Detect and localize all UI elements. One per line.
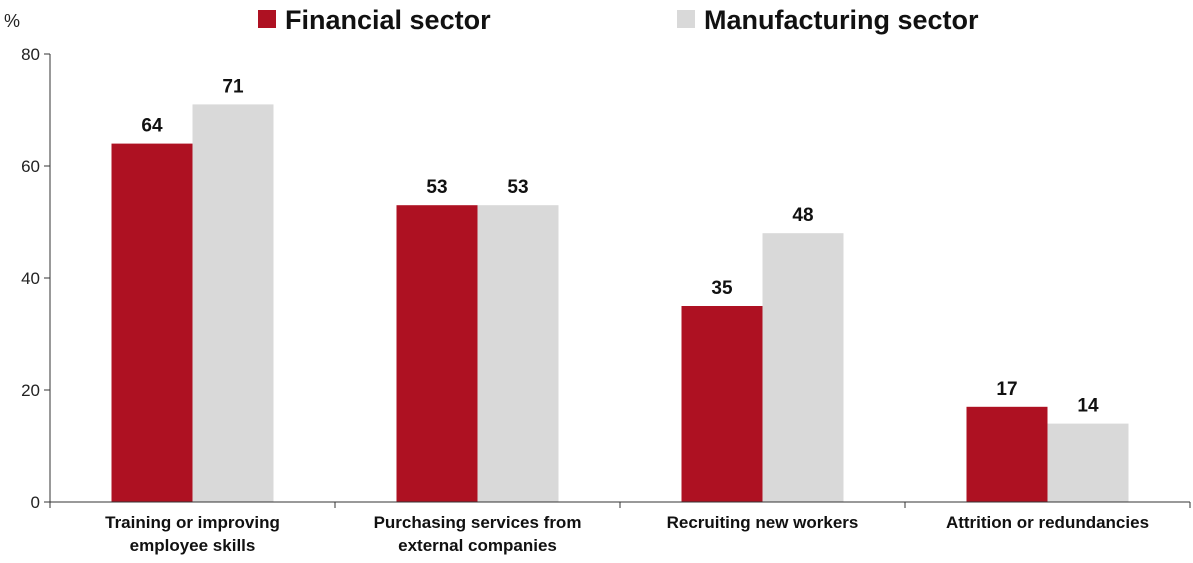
y-axis-unit-label: % (4, 11, 20, 31)
data-labels: 64 53 35 17 71 53 48 14 (141, 76, 1099, 416)
y-tick-label: 0 (31, 493, 40, 512)
bar (111, 143, 193, 502)
data-label: 71 (222, 76, 244, 97)
data-label: 35 (711, 278, 733, 299)
bars (111, 104, 1129, 503)
bar (762, 233, 844, 502)
data-label: 64 (141, 116, 163, 137)
x-category-label: employee skills (130, 536, 256, 555)
legend-swatch (677, 10, 695, 28)
y-tick-label: 80 (21, 45, 40, 64)
data-label: 17 (996, 379, 1017, 400)
y-tick-label: 60 (21, 157, 40, 176)
bar (192, 104, 274, 503)
x-category-label: Attrition or redundancies (946, 513, 1149, 532)
y-tick-label: 40 (21, 269, 40, 288)
legend: Financial sector Manufacturing sector (258, 5, 979, 35)
x-category-label: Purchasing services from (374, 513, 582, 532)
legend-label: Financial sector (285, 5, 491, 35)
data-label: 53 (426, 177, 447, 198)
legend-swatch (258, 10, 276, 28)
x-axis: Training or improving employee skills Purc… (49, 501, 1191, 555)
bar (1047, 423, 1129, 502)
legend-label: Manufacturing sector (704, 5, 979, 35)
bar (966, 406, 1048, 502)
data-label: 53 (507, 177, 528, 198)
x-category-label: Training or improving (105, 513, 280, 532)
bar (681, 306, 763, 502)
data-label: 14 (1077, 396, 1099, 417)
y-tick-label: 20 (21, 381, 40, 400)
data-label: 48 (792, 205, 813, 226)
bar (396, 205, 478, 502)
x-category-label: external companies (398, 536, 557, 555)
y-axis: 0 20 40 60 80 (21, 45, 51, 512)
x-category-label: Recruiting new workers (667, 513, 859, 532)
bar (477, 205, 559, 502)
